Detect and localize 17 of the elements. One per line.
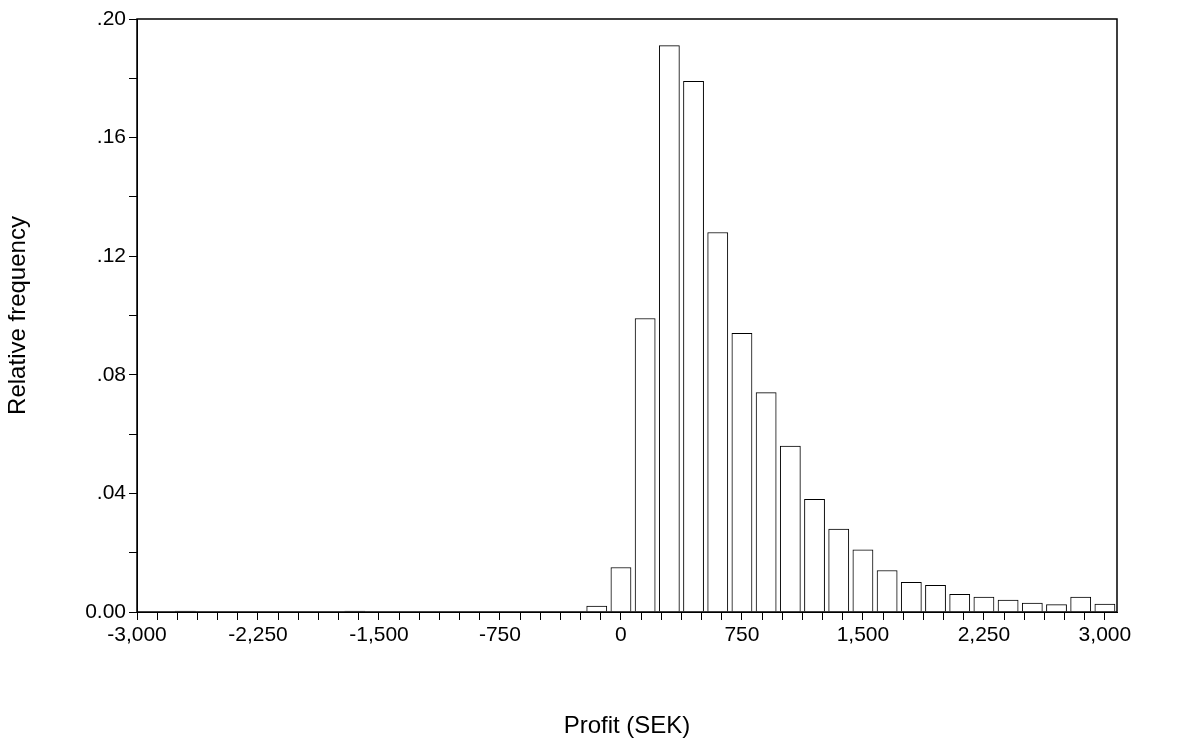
x-tick-label: 1,500 [836, 622, 890, 646]
y-tick-label: .08 [96, 361, 126, 385]
x-tick-label: 3,000 [1078, 622, 1132, 646]
x-tick-label: 2,250 [957, 622, 1011, 646]
x-axis-title: Profit (SEK) [563, 711, 691, 739]
y-tick-label: .16 [96, 124, 126, 148]
x-tick-label: -2,250 [228, 622, 288, 646]
x-tick-label: -1,500 [349, 622, 409, 646]
x-tick-label: -750 [478, 622, 521, 646]
y-axis-title: Relative frequency [3, 216, 31, 415]
y-tick-label: .04 [96, 480, 127, 504]
x-tick-label: 750 [724, 622, 760, 646]
y-tick-label: .20 [96, 5, 126, 29]
y-tick-label: .12 [96, 243, 126, 266]
x-tick-label: -3,000 [107, 622, 167, 646]
x-tick-label: 0 [615, 622, 627, 646]
y-tick-label: 0.00 [85, 598, 126, 622]
